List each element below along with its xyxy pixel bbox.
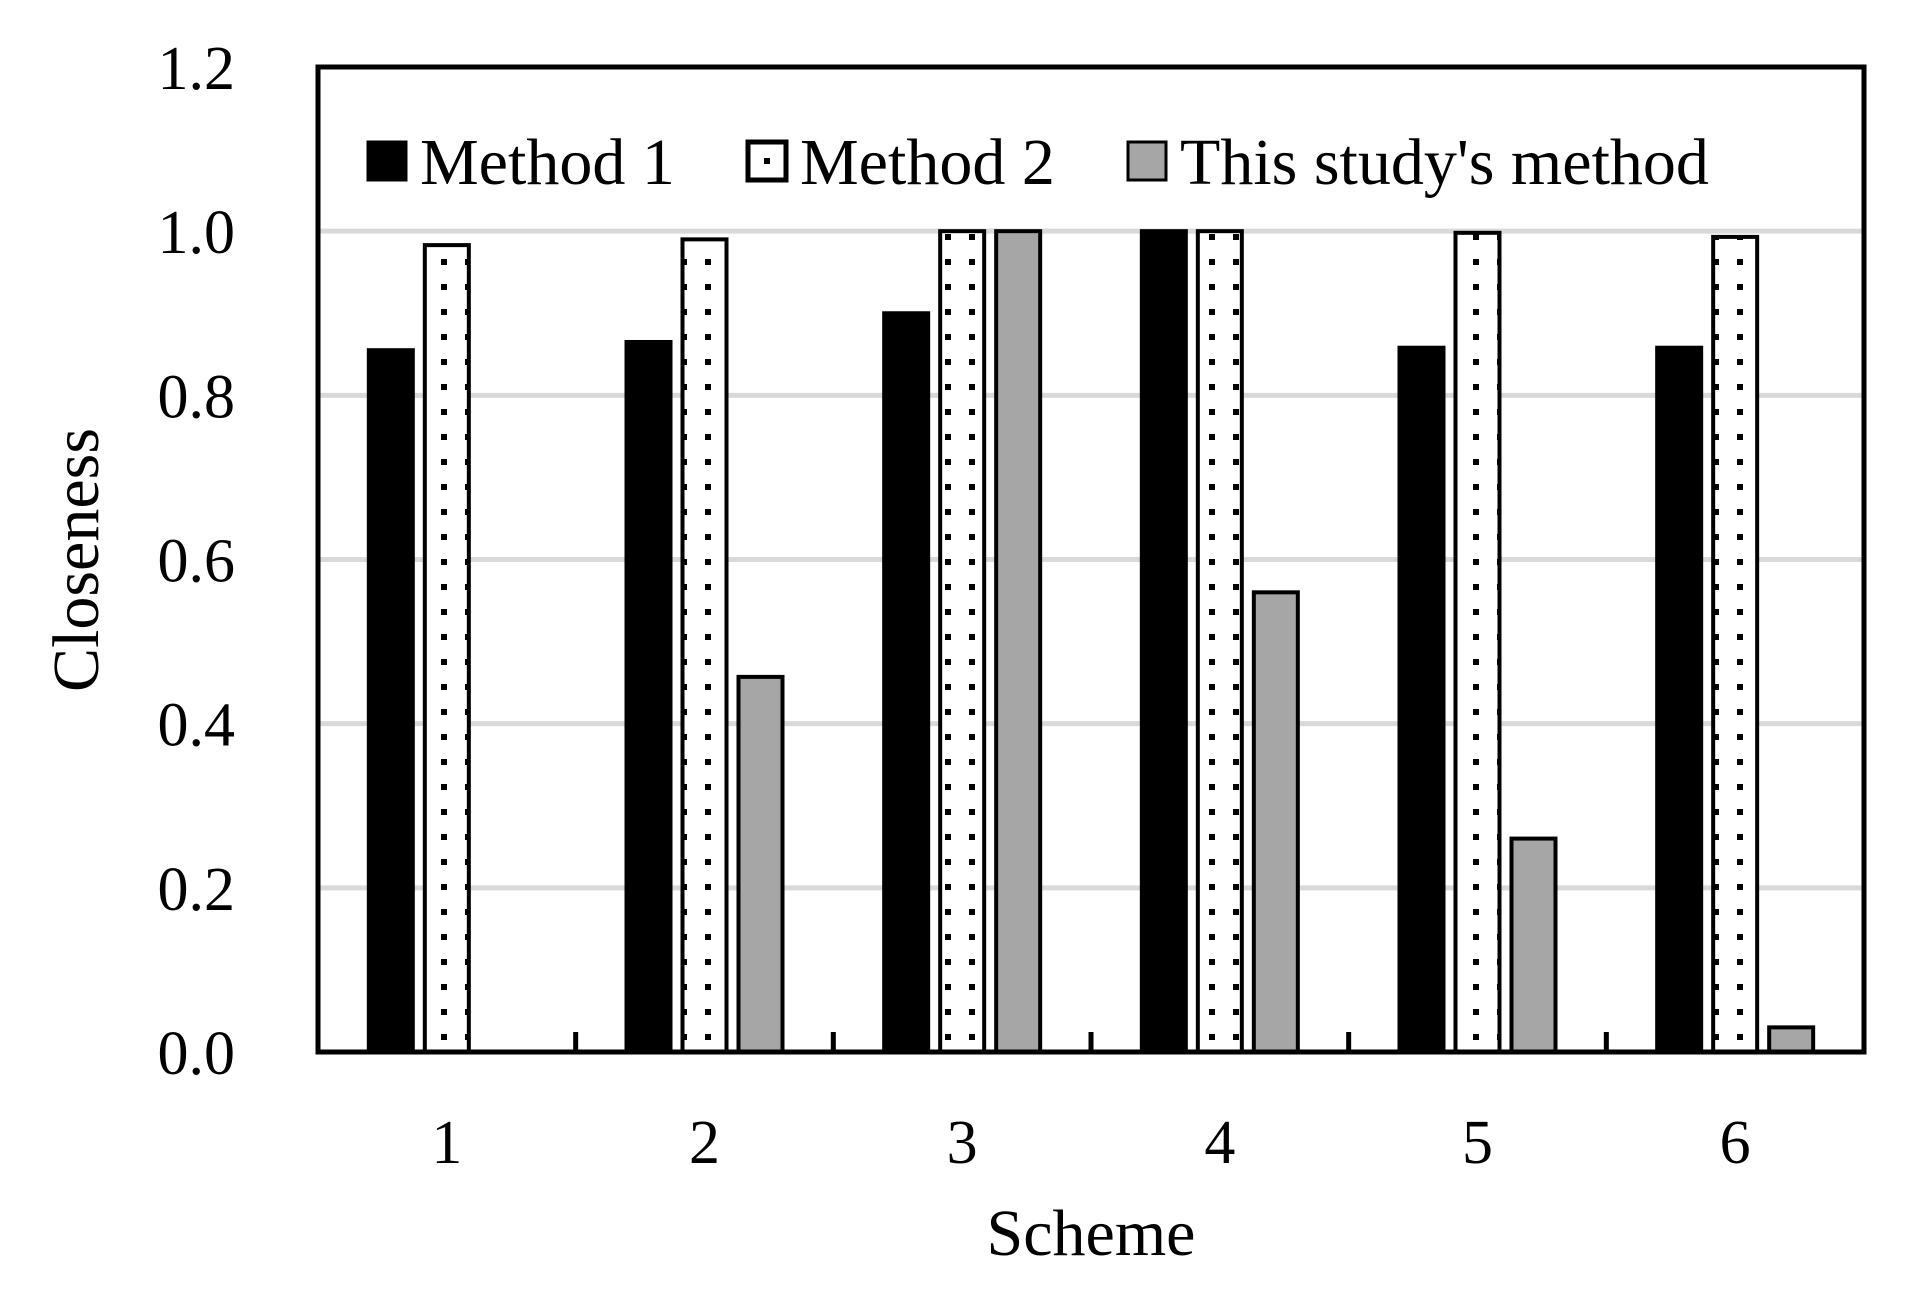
y-tick-label: 0.4 xyxy=(158,692,236,760)
legend-swatch-this-study xyxy=(1126,140,1168,182)
y-tick-label: 1.0 xyxy=(158,199,236,267)
x-tick-label: 3 xyxy=(947,1109,978,1177)
bar-this-study xyxy=(994,229,1043,1054)
bar-method2 xyxy=(1195,229,1244,1054)
x-tick-label: 5 xyxy=(1462,1109,1493,1177)
legend-label-method1: Method 1 xyxy=(420,126,675,199)
legend-swatch-method1 xyxy=(366,140,408,182)
gridlines xyxy=(318,228,1864,891)
bar-this-study xyxy=(1509,836,1558,1054)
y-axis-title: Closeness xyxy=(40,428,113,692)
bar-method2 xyxy=(1711,234,1760,1055)
legend-label-method2: Method 2 xyxy=(800,126,1055,199)
bar-method2 xyxy=(938,229,987,1054)
y-tick-label: 0.8 xyxy=(158,363,236,431)
bar-this-study xyxy=(1767,1025,1816,1054)
bars xyxy=(366,229,1816,1055)
x-axis-title: Scheme xyxy=(987,1197,1196,1270)
bar-this-study xyxy=(736,674,785,1054)
x-tick-label: 4 xyxy=(1204,1109,1235,1177)
y-tick-label: 0.2 xyxy=(158,856,236,924)
bar-method1 xyxy=(366,348,415,1054)
bar-method1 xyxy=(624,339,673,1054)
legend-swatch-method2-dot xyxy=(764,158,770,164)
bar-method1 xyxy=(1397,345,1446,1055)
bar-method1 xyxy=(1139,229,1188,1054)
axis-ticks xyxy=(573,1032,1609,1052)
bar-method1 xyxy=(882,311,931,1054)
legend: Method 1 Method 2 This study's method xyxy=(366,126,1709,199)
x-tick-labels: 1 2 3 4 5 6 xyxy=(431,1109,1750,1177)
bar-method2 xyxy=(422,243,471,1054)
bar-method2 xyxy=(680,237,729,1054)
x-tick-label: 1 xyxy=(431,1109,462,1177)
y-tick-label: 0.0 xyxy=(158,1020,236,1088)
bar-method2 xyxy=(1453,230,1502,1054)
legend-label-this-study: This study's method xyxy=(1180,126,1709,199)
y-tick-labels: 0.0 0.2 0.4 0.6 0.8 1.0 1.2 xyxy=(158,35,236,1088)
y-tick-label: 0.6 xyxy=(158,528,236,596)
bar-method1 xyxy=(1655,345,1704,1055)
y-tick-label: 1.2 xyxy=(158,35,236,103)
bar-this-study xyxy=(1251,590,1300,1054)
x-tick-label: 6 xyxy=(1720,1109,1751,1177)
x-tick-label: 2 xyxy=(689,1109,720,1177)
